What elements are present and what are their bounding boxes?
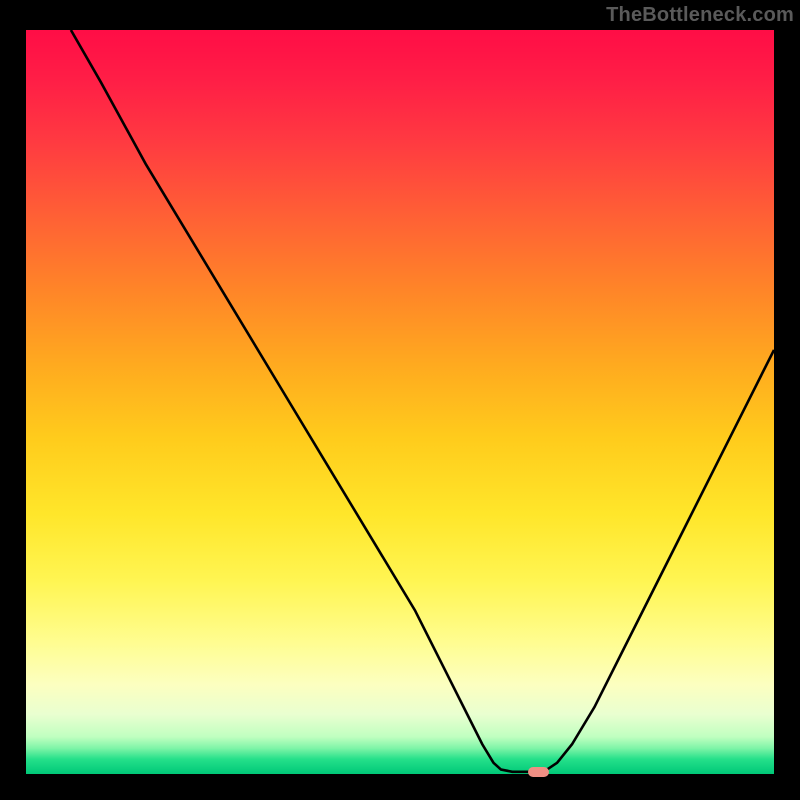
curve-polyline [71,30,774,772]
optimum-marker [528,767,549,777]
chart-frame: TheBottleneck.com [0,0,800,800]
watermark-text: TheBottleneck.com [606,4,794,27]
plot-area [26,30,774,774]
bottleneck-curve [26,30,774,774]
